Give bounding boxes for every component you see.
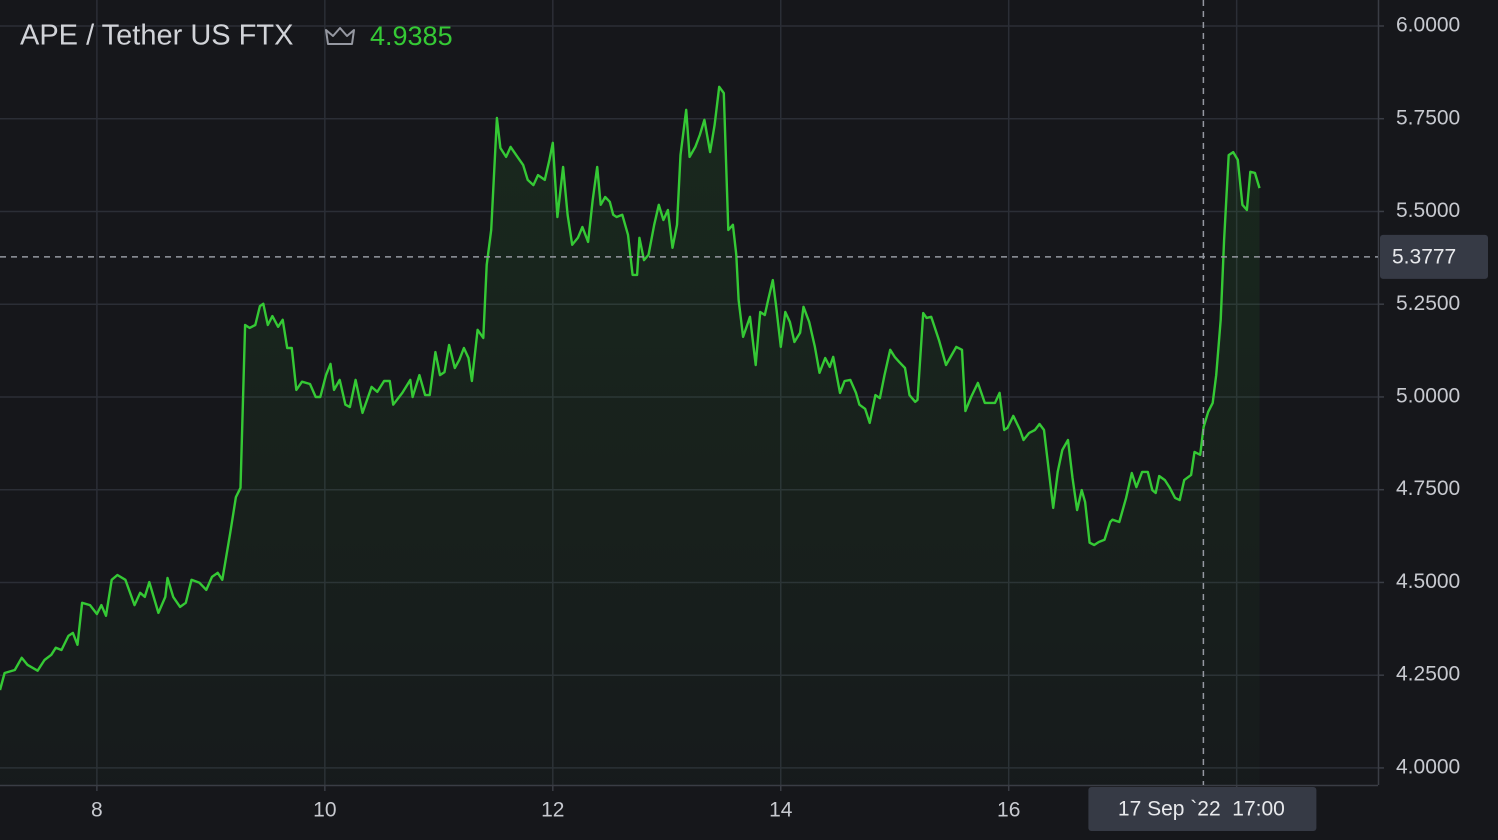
x-tick-label: 16 bbox=[997, 799, 1020, 822]
y-tick-label: 5.5000 bbox=[1396, 199, 1460, 222]
y-tick-label: 5.2500 bbox=[1396, 292, 1460, 315]
y-tick-label: 4.7500 bbox=[1396, 477, 1460, 500]
line bbox=[0, 85, 1261, 691]
y-tick-label: 4.5000 bbox=[1396, 570, 1460, 593]
crosshair-x-label: 17 Sep `22 17:00 bbox=[1118, 798, 1285, 821]
legend-value: 4.9385 bbox=[370, 21, 453, 51]
x-tick-label: 10 bbox=[313, 799, 336, 822]
y-tick-label: 5.7500 bbox=[1396, 106, 1460, 129]
crown-icon bbox=[325, 27, 355, 45]
crosshair-x-box bbox=[1088, 787, 1317, 831]
x-tick-label: 8 bbox=[91, 799, 103, 822]
plot bbox=[0, 85, 1261, 786]
y-tick-label: 5.0000 bbox=[1396, 384, 1460, 407]
chart-title: APE / Tether US FTX bbox=[20, 20, 293, 52]
area bbox=[0, 86, 1260, 786]
x-tick-label: 14 bbox=[769, 799, 793, 822]
crosshair-y-box bbox=[1380, 234, 1488, 279]
y-tick-label: 6.0000 bbox=[1396, 14, 1460, 37]
legend: APE / Tether US FTX 4.9385 bbox=[20, 20, 453, 52]
x-tick-label: 12 bbox=[541, 799, 564, 822]
crosshair-y-label: 5.3777 bbox=[1392, 245, 1456, 268]
y-tick-label: 4.0000 bbox=[1396, 755, 1460, 778]
y-tick-label: 4.2500 bbox=[1396, 663, 1460, 686]
